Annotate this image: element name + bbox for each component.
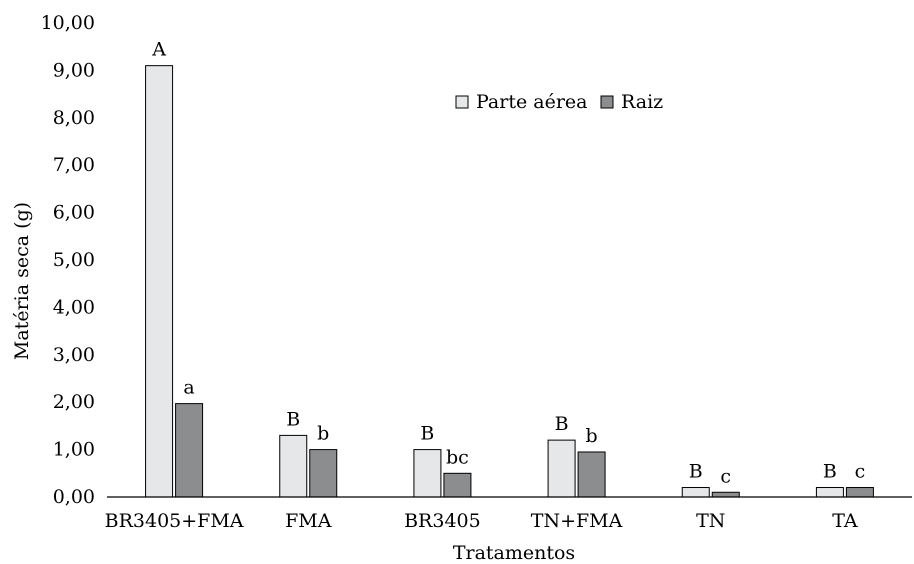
x-axis-title: Tratamentos <box>453 542 575 564</box>
legend-label-parte-aerea: Parte aérea <box>476 91 588 113</box>
x-category-label: TN+FMA <box>531 510 623 532</box>
y-tick-label: 4,00 <box>53 296 95 318</box>
legend-swatch-parte-aerea <box>455 95 469 109</box>
y-tick-label: 5,00 <box>53 249 95 271</box>
y-tick-label: 1,00 <box>53 439 95 461</box>
bar-raiz <box>845 487 874 498</box>
y-tick-label: 0,00 <box>53 486 95 508</box>
significance-letter: b <box>317 423 329 445</box>
bar-parte-aerea <box>279 434 308 498</box>
y-tick-label: 3,00 <box>53 344 95 366</box>
significance-letter: B <box>823 461 837 483</box>
x-category-label: BR3405 <box>404 510 481 532</box>
significance-letter: B <box>286 408 300 430</box>
y-tick-label: 9,00 <box>53 59 95 81</box>
legend-label-raiz: Raiz <box>621 91 663 113</box>
y-tick-label: 2,00 <box>53 391 95 413</box>
significance-letter: c <box>720 465 731 487</box>
bar-raiz <box>175 403 204 498</box>
significance-letter: B <box>555 413 569 435</box>
y-tick-label: 7,00 <box>53 154 95 176</box>
bar-raiz <box>309 449 338 498</box>
x-category-label: TA <box>832 510 858 532</box>
bar-raiz <box>711 491 740 498</box>
x-category-label: BR3405+FMA <box>105 510 244 532</box>
significance-letter: b <box>585 425 597 447</box>
bar-parte-aerea <box>815 487 844 498</box>
significance-letter: c <box>855 461 866 483</box>
bar-raiz <box>443 472 472 498</box>
y-tick-label: 10,00 <box>41 12 95 34</box>
significance-letter: bc <box>446 446 469 468</box>
significance-letter: A <box>151 39 166 61</box>
legend: Parte aérea Raiz <box>455 91 663 113</box>
y-tick-label: 8,00 <box>53 107 95 129</box>
x-category-label: TN <box>696 510 725 532</box>
y-tick-label: 6,00 <box>53 202 95 224</box>
bars <box>145 65 874 498</box>
bar-parte-aerea <box>547 439 576 498</box>
bar-parte-aerea <box>413 449 442 498</box>
significance-letter: B <box>689 461 703 483</box>
y-axis-title: Matéria seca (g) <box>11 202 33 360</box>
y-axis-ticks: 0,00 1,00 2,00 3,00 4,00 5,00 6,00 7,00 8,00 9,00… <box>41 12 95 508</box>
bar-parte-aerea <box>145 65 174 498</box>
bar-parte-aerea <box>681 487 710 498</box>
significance-letter: a <box>183 377 194 399</box>
x-category-label: FMA <box>285 510 332 532</box>
significance-letter: B <box>420 423 434 445</box>
x-axis-categories: BR3405+FMA FMA BR3405 TN+FMA TN TA <box>105 510 858 532</box>
bar-raiz <box>577 451 606 498</box>
legend-swatch-raiz <box>600 95 614 109</box>
